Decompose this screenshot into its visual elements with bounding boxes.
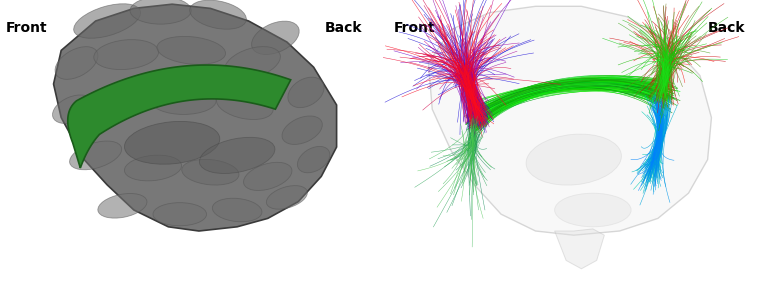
Text: Back: Back xyxy=(708,21,745,35)
Polygon shape xyxy=(428,6,711,235)
Text: Front: Front xyxy=(394,21,435,35)
Ellipse shape xyxy=(526,134,621,185)
Ellipse shape xyxy=(53,95,93,123)
Ellipse shape xyxy=(200,137,275,173)
Ellipse shape xyxy=(125,155,181,181)
Ellipse shape xyxy=(298,146,330,173)
Ellipse shape xyxy=(243,162,292,191)
Ellipse shape xyxy=(88,91,149,119)
Polygon shape xyxy=(68,65,291,168)
Ellipse shape xyxy=(94,40,158,70)
Ellipse shape xyxy=(213,198,262,222)
Ellipse shape xyxy=(182,159,239,185)
Ellipse shape xyxy=(216,91,273,120)
Ellipse shape xyxy=(266,186,308,209)
Text: Front: Front xyxy=(5,21,47,35)
Ellipse shape xyxy=(130,0,191,24)
Ellipse shape xyxy=(282,116,322,144)
Ellipse shape xyxy=(73,4,141,38)
Ellipse shape xyxy=(252,21,299,54)
Ellipse shape xyxy=(125,121,220,164)
Ellipse shape xyxy=(224,47,281,79)
Ellipse shape xyxy=(98,193,147,218)
Text: Back: Back xyxy=(325,21,363,35)
Ellipse shape xyxy=(151,87,216,114)
Ellipse shape xyxy=(190,0,246,29)
Ellipse shape xyxy=(70,141,122,170)
Polygon shape xyxy=(555,229,604,269)
Ellipse shape xyxy=(555,193,631,227)
Polygon shape xyxy=(54,4,337,231)
Ellipse shape xyxy=(153,203,207,226)
Ellipse shape xyxy=(157,36,226,64)
Ellipse shape xyxy=(55,47,98,79)
Ellipse shape xyxy=(288,77,324,108)
